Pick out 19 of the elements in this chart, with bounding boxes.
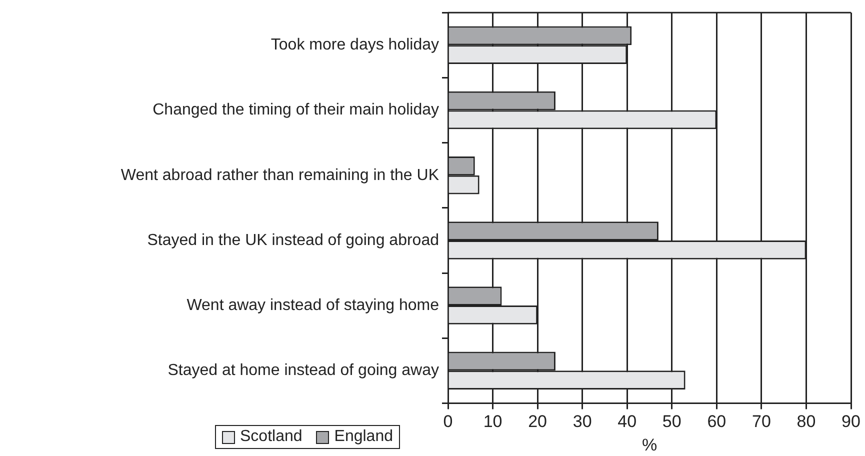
x-tick-label: 20 [528, 412, 548, 432]
y-tick-label: Changed the timing of their main holiday [152, 102, 439, 119]
x-tick-label: 80 [796, 412, 816, 432]
x-tick-label: 50 [662, 412, 682, 432]
legend-label: England [334, 428, 393, 446]
x-tick-label: 10 [483, 412, 502, 432]
x-axis-title: % [642, 435, 658, 454]
y-tick-label: Went away instead of staying home [186, 296, 440, 314]
y-tick-label: Stayed at home instead of going away [168, 362, 439, 380]
x-tick-label: 70 [752, 412, 771, 432]
x-tick-label: 40 [618, 412, 637, 432]
x-tick-label: 30 [572, 412, 592, 432]
x-tick-label: 0 [443, 412, 453, 432]
y-tick-label: Took more days holiday [270, 36, 439, 54]
x-tick-label: 90 [842, 412, 860, 432]
legend-label: Scotland [240, 428, 302, 446]
y-tick-label: Stayed in the UK instead of going abroad [147, 232, 439, 249]
x-tick-label: 60 [707, 412, 726, 432]
y-tick-label: Went abroad rather than remaining in the UK [120, 166, 440, 184]
